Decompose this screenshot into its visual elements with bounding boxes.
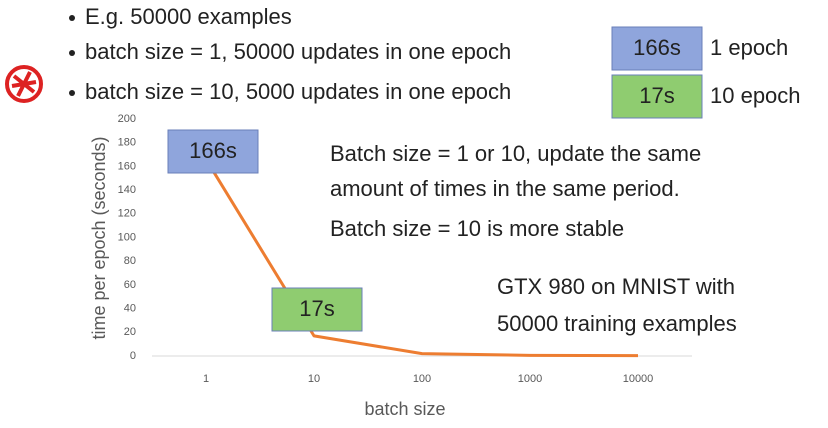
bullet-text: E.g. 50000 examples: [85, 4, 292, 29]
y-tick-label: 40: [124, 303, 136, 315]
x-tick-label: 10000: [623, 373, 654, 385]
bullet-dot: [69, 15, 75, 21]
y-tick-label: 80: [124, 255, 136, 267]
callout-label: 17s: [299, 296, 334, 321]
timing-caption: 1 epoch: [710, 35, 788, 60]
timing-box: [611, 74, 703, 119]
annotation: 50000 training examples: [497, 311, 737, 336]
callout-box: [271, 287, 363, 332]
bullet-dot: [69, 90, 75, 96]
y-tick-label: 160: [118, 160, 136, 172]
x-axis-title: batch size: [364, 399, 445, 419]
y-tick-label: 100: [118, 231, 136, 243]
annotation: Batch size = 10 is more stable: [330, 216, 624, 241]
annotation: Batch size = 1 or 10, update the same: [330, 141, 701, 166]
bullet-text: batch size = 1, 50000 updates in one epo…: [85, 39, 511, 64]
callout-label: 166s: [189, 138, 237, 163]
bullet-dot: [69, 50, 75, 56]
logo: [5, 65, 43, 103]
x-tick-label: 10: [308, 373, 320, 385]
x-tick-label: 1000: [518, 373, 542, 385]
line: [204, 158, 639, 358]
y-tick-label: 120: [118, 208, 136, 220]
y-tick-label: 20: [124, 326, 136, 338]
bullet-text: batch size = 10, 5000 updates in one epo…: [85, 79, 511, 104]
annotation: amount of times in the same period.: [330, 176, 680, 201]
y-tick-label: 60: [124, 279, 136, 291]
timing-box-label: 166s: [633, 35, 681, 60]
y-tick-label: 140: [118, 184, 136, 196]
timing-caption: 10 epoch: [710, 83, 801, 108]
x-tick-label: 1: [203, 373, 209, 385]
timing-box: [611, 26, 703, 71]
y-tick-label: 200: [118, 113, 136, 125]
annotation: GTX 980 on MNIST with: [497, 274, 735, 299]
y-tick-label: 180: [118, 137, 136, 149]
y-axis-title: time per epoch (seconds): [89, 136, 109, 339]
x-tick-label: 100: [413, 373, 431, 385]
callout-box: [167, 129, 259, 174]
timing-box-label: 17s: [639, 83, 674, 108]
y-tick-label: 0: [130, 350, 136, 362]
